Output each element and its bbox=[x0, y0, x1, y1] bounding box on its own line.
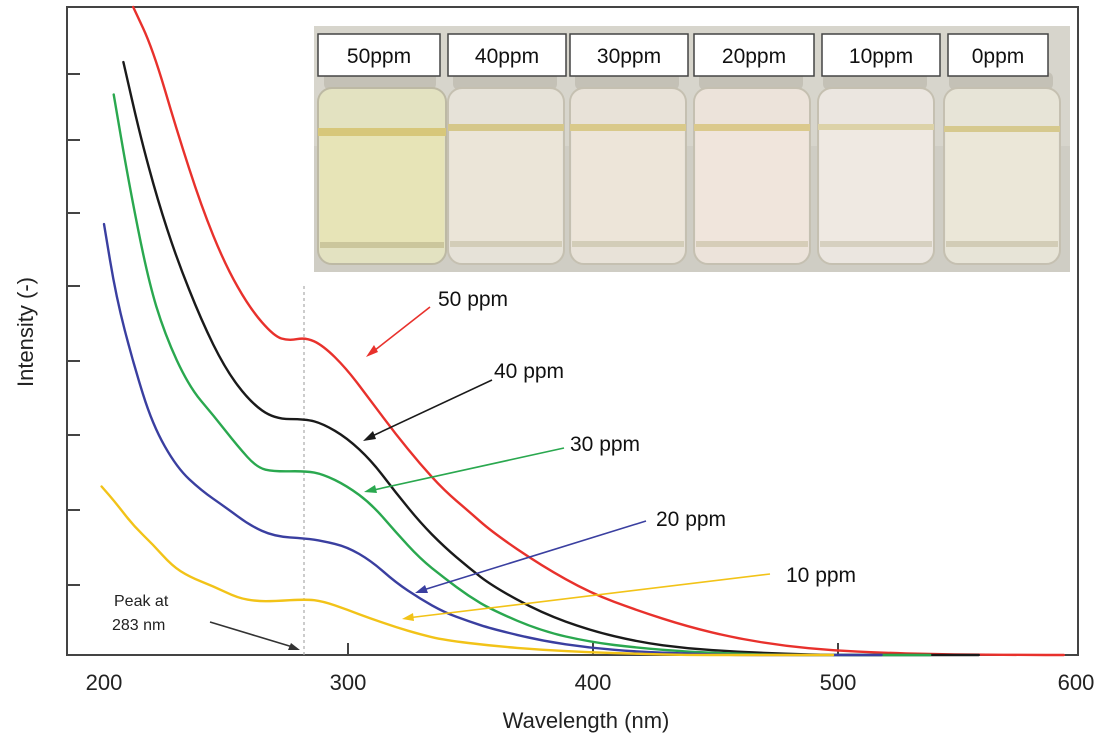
peak-annotation-line1: Peak at bbox=[114, 593, 169, 610]
x-tick-label: 500 bbox=[820, 670, 857, 695]
vial-base bbox=[820, 241, 932, 247]
vial-label: 0ppm bbox=[947, 33, 1049, 77]
vial-label: 30ppm bbox=[569, 33, 689, 77]
callout-arrow-peak bbox=[209, 621, 297, 649]
vial-label: 20ppm bbox=[693, 33, 815, 77]
peak-annotation: Peak at 283 nm bbox=[112, 593, 169, 634]
vial-label-box bbox=[317, 33, 441, 77]
x-tick-label: 200 bbox=[86, 670, 123, 695]
x-axis-title: Wavelength (nm) bbox=[503, 708, 670, 733]
vial-base bbox=[572, 241, 684, 247]
peak-annotation-line2: 283 nm bbox=[112, 617, 165, 634]
series-line-10ppm bbox=[100, 485, 835, 657]
vial bbox=[693, 72, 811, 265]
vial-label-text: 50ppm bbox=[347, 45, 411, 68]
vial-meniscus bbox=[318, 128, 446, 136]
vial-base bbox=[946, 241, 1058, 247]
arrowhead-30ppm bbox=[364, 485, 377, 493]
series-labels: 50 ppm 40 ppm 30 ppm 20 ppm 10 ppm bbox=[438, 288, 856, 587]
vial bbox=[569, 72, 687, 265]
plot-frame bbox=[66, 6, 1079, 656]
vial-label-text: 0ppm bbox=[972, 45, 1025, 68]
arrowhead-peak bbox=[288, 643, 300, 650]
vial-liquid bbox=[946, 132, 1058, 241]
vial-liquid bbox=[696, 131, 808, 241]
vial-base bbox=[450, 241, 562, 247]
x-tick-label: 300 bbox=[330, 670, 367, 695]
series-label-20ppm: 20 ppm bbox=[656, 508, 726, 531]
arrowhead-40ppm bbox=[363, 431, 376, 441]
vial-liquid bbox=[820, 130, 932, 241]
vial bbox=[447, 72, 565, 265]
arrowhead-10ppm bbox=[402, 613, 414, 621]
y-axis-title: Intensity (-) bbox=[13, 277, 38, 387]
vial-liquid bbox=[572, 131, 684, 241]
vial-meniscus bbox=[570, 124, 686, 131]
vial bbox=[817, 72, 935, 265]
vial-label: 10ppm bbox=[821, 33, 941, 77]
vial-meniscus bbox=[448, 124, 564, 131]
series-label-30ppm: 30 ppm bbox=[570, 433, 640, 456]
vial-base bbox=[696, 241, 808, 247]
series-line-40ppm bbox=[122, 60, 980, 657]
vial-label-box bbox=[947, 33, 1049, 77]
callout-arrow-50ppm bbox=[369, 306, 431, 355]
vial-meniscus bbox=[944, 126, 1060, 132]
series-lines bbox=[100, 5, 1065, 657]
callout-arrow-40ppm bbox=[367, 379, 493, 439]
vials-photo-inset: 50ppm 40ppm 30ppm 20ppm 10ppm 0ppm bbox=[314, 26, 1070, 272]
series-callouts bbox=[209, 306, 771, 650]
series-label-40ppm: 40 ppm bbox=[494, 360, 564, 383]
vial-meniscus bbox=[818, 124, 934, 130]
series-label-10ppm: 10 ppm bbox=[786, 564, 856, 587]
vial-label-box bbox=[569, 33, 689, 77]
vial-label-text: 20ppm bbox=[722, 45, 786, 68]
arrowhead-50ppm bbox=[366, 345, 378, 357]
x-tick-label: 600 bbox=[1058, 670, 1095, 695]
vial bbox=[317, 72, 447, 265]
vial-label: 50ppm bbox=[317, 33, 441, 77]
vial-meniscus bbox=[694, 124, 810, 131]
x-tick-label: 400 bbox=[575, 670, 612, 695]
vial-liquid bbox=[320, 136, 444, 242]
series-line-20ppm bbox=[102, 222, 883, 657]
vial-liquid bbox=[450, 131, 562, 241]
x-tick-labels: 200 300 400 500 600 bbox=[86, 670, 1095, 695]
vial-label-text: 30ppm bbox=[597, 45, 661, 68]
vial-label-box bbox=[447, 33, 567, 77]
vial bbox=[943, 72, 1061, 265]
callout-arrow-30ppm bbox=[368, 447, 565, 492]
vial-label: 40ppm bbox=[447, 33, 567, 77]
vial-label-box bbox=[821, 33, 941, 77]
y-ticks bbox=[67, 73, 80, 586]
arrowhead-20ppm bbox=[415, 585, 428, 593]
series-line-30ppm bbox=[112, 93, 932, 657]
vial-base bbox=[320, 242, 444, 248]
vial-label-box bbox=[693, 33, 815, 77]
vial-label-text: 10ppm bbox=[849, 45, 913, 68]
series-label-50ppm: 50 ppm bbox=[438, 288, 508, 311]
callout-arrow-10ppm bbox=[406, 573, 771, 619]
series-line-50ppm bbox=[132, 5, 1065, 657]
vial-label-text: 40ppm bbox=[475, 45, 539, 68]
callout-arrow-20ppm bbox=[419, 520, 647, 592]
